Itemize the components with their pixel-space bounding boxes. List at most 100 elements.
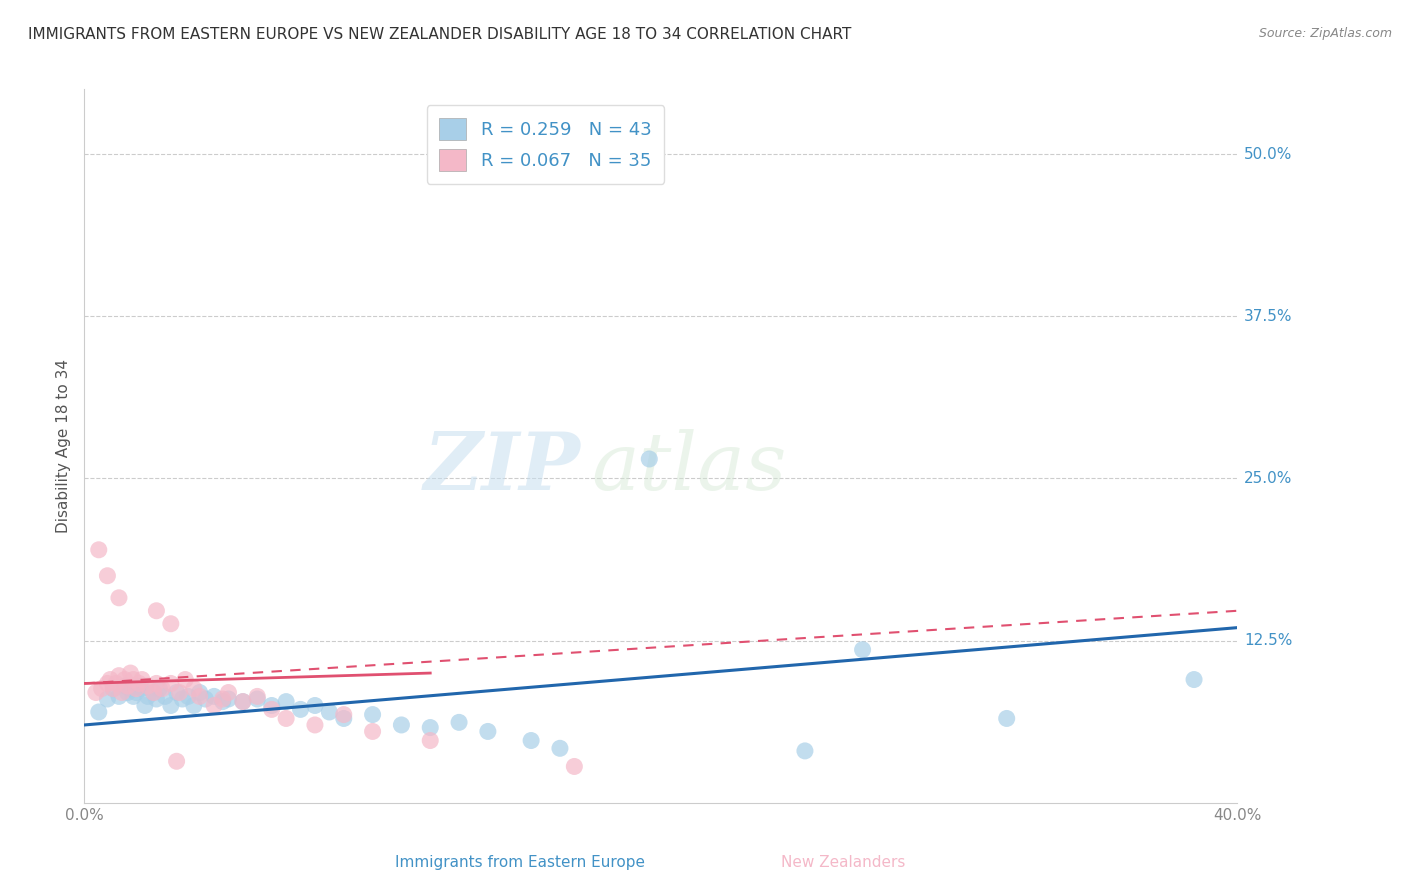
Point [145, 692, 167, 706]
Point [260, 702, 283, 716]
Point [260, 698, 283, 713]
Point [520, 733, 543, 747]
Point [160, 676, 183, 690]
Point [290, 702, 312, 716]
Text: New Zealanders: New Zealanders [782, 855, 905, 870]
Point [145, 676, 167, 690]
Point [1182, 673, 1205, 687]
Point [177, 690, 200, 704]
Text: IMMIGRANTS FROM EASTERN EUROPE VS NEW ZEALANDER DISABILITY AGE 18 TO 34 CORRELAT: IMMIGRANTS FROM EASTERN EUROPE VS NEW ZE… [28, 27, 852, 42]
Point [122, 673, 145, 687]
Point [304, 698, 326, 713]
Point [793, 744, 815, 758]
Point [274, 695, 298, 709]
Point [87, 705, 110, 719]
Point [232, 695, 254, 709]
Point [304, 718, 326, 732]
Text: 12.5%: 12.5% [1244, 633, 1292, 648]
Point [419, 733, 441, 747]
Point [548, 741, 571, 756]
Legend: R = 0.259   N = 43, R = 0.067   N = 35: R = 0.259 N = 43, R = 0.067 N = 35 [427, 105, 664, 184]
Point [995, 711, 1018, 725]
Point [114, 679, 136, 693]
Point [84, 685, 107, 699]
Text: 50.0%: 50.0% [1244, 146, 1292, 161]
Point [274, 711, 298, 725]
Point [103, 681, 124, 696]
Point [131, 673, 153, 687]
Point [117, 685, 139, 699]
Point [148, 681, 170, 696]
Point [122, 690, 145, 704]
Point [211, 695, 233, 709]
Point [169, 685, 191, 699]
Point [246, 690, 269, 704]
Point [128, 679, 150, 693]
Point [211, 692, 233, 706]
Point [160, 616, 183, 631]
Point [194, 692, 217, 706]
Point [128, 676, 150, 690]
Point [183, 681, 205, 696]
Point [111, 685, 134, 699]
Point [90, 681, 112, 696]
Text: ZIP: ZIP [423, 429, 581, 506]
Point [108, 591, 131, 605]
Point [105, 676, 128, 690]
Point [217, 692, 239, 706]
Point [852, 642, 875, 657]
Point [120, 666, 142, 681]
Point [166, 685, 188, 699]
Point [136, 679, 159, 693]
Text: 25.0%: 25.0% [1244, 471, 1292, 486]
Point [98, 673, 121, 687]
Point [142, 685, 165, 699]
Point [108, 690, 131, 704]
Point [232, 695, 254, 709]
Point [183, 698, 205, 713]
Point [134, 698, 156, 713]
Point [638, 452, 661, 467]
Point [202, 698, 225, 713]
Point [172, 692, 194, 706]
Point [562, 759, 586, 773]
Point [391, 718, 413, 732]
Point [120, 681, 142, 696]
Point [217, 685, 239, 699]
Point [136, 690, 159, 704]
Y-axis label: Disability Age 18 to 34: Disability Age 18 to 34 [56, 359, 72, 533]
Point [477, 724, 499, 739]
Point [361, 724, 384, 739]
Point [87, 542, 110, 557]
Point [419, 721, 441, 735]
Point [447, 715, 470, 730]
Point [202, 690, 225, 704]
Text: Immigrants from Eastern Europe: Immigrants from Eastern Europe [395, 855, 645, 870]
Text: 37.5%: 37.5% [1244, 309, 1292, 324]
Point [160, 698, 183, 713]
Point [332, 707, 354, 722]
Point [153, 690, 176, 704]
Point [96, 692, 118, 706]
Point [96, 676, 118, 690]
Point [188, 690, 211, 704]
Point [166, 754, 188, 768]
Text: Source: ZipAtlas.com: Source: ZipAtlas.com [1258, 27, 1392, 40]
Point [131, 681, 153, 696]
Point [117, 679, 139, 693]
Text: atlas: atlas [592, 429, 787, 506]
Point [114, 673, 136, 687]
Point [142, 685, 165, 699]
Point [188, 685, 211, 699]
Point [150, 681, 173, 696]
Point [174, 673, 197, 687]
Point [246, 692, 269, 706]
Point [332, 711, 354, 725]
Point [96, 568, 118, 582]
Point [125, 685, 148, 699]
Point [361, 707, 384, 722]
Point [108, 668, 131, 682]
Point [145, 604, 167, 618]
Point [103, 681, 124, 696]
Point [125, 681, 148, 696]
